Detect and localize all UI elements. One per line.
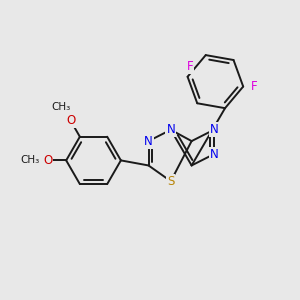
Text: S: S [167,175,175,188]
Text: F: F [251,80,258,93]
Text: N: N [209,148,218,161]
Text: N: N [167,123,175,136]
Text: O: O [66,114,75,127]
Text: N: N [144,135,153,148]
Text: F: F [187,60,193,73]
Text: O: O [43,154,52,167]
Text: CH₃: CH₃ [51,102,70,112]
Text: N: N [209,123,218,136]
Text: CH₃: CH₃ [20,155,40,165]
